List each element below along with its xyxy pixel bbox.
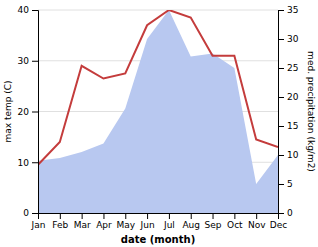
tick-label: 40 xyxy=(18,5,30,15)
tick: Nov xyxy=(248,213,266,230)
tick-label: 0 xyxy=(287,208,293,218)
tick: Jul xyxy=(163,213,175,230)
grid xyxy=(38,10,278,213)
tick-label: 5 xyxy=(287,179,293,189)
tick-label: Jun xyxy=(140,220,155,230)
tick: Sep xyxy=(205,213,222,230)
y2-axis-title: med. precipitation (kg/m2) xyxy=(306,51,316,172)
tick: Apr xyxy=(96,213,112,230)
tick-label: Apr xyxy=(96,220,112,230)
tick: 40 xyxy=(18,5,38,15)
tick: 0 xyxy=(23,208,38,218)
tick: 0 xyxy=(278,208,293,218)
tick: 30 xyxy=(278,34,299,44)
temperature-line xyxy=(38,10,278,165)
tick: 15 xyxy=(278,121,298,131)
tick-label: 0 xyxy=(23,208,29,218)
tick-label: Aug xyxy=(182,220,200,230)
tick: Jan xyxy=(31,213,46,230)
tick-label: Mar xyxy=(74,220,91,230)
axis-line xyxy=(279,11,285,214)
tick-mark xyxy=(125,213,126,219)
tick-mark xyxy=(278,10,284,11)
tick-mark xyxy=(278,68,284,69)
axis-line xyxy=(32,11,39,214)
tick: 20 xyxy=(278,92,299,102)
tick-mark xyxy=(278,184,284,185)
tick: 30 xyxy=(18,56,38,66)
chart: JanFebMarAprMayJunJulAugSepOctNovDec0102… xyxy=(0,0,318,247)
tick-mark xyxy=(60,213,61,219)
tick-mark xyxy=(32,61,38,62)
tick-mark xyxy=(103,213,104,219)
tick: Oct xyxy=(227,213,243,230)
tick-label: 25 xyxy=(287,63,298,73)
tick-mark xyxy=(256,213,257,219)
y-axis-title: max temp (C) xyxy=(3,80,13,142)
tick-mark xyxy=(32,10,38,11)
tick-mark xyxy=(191,213,192,219)
tick: 10 xyxy=(18,158,38,168)
tick: 5 xyxy=(278,179,293,189)
tick: 25 xyxy=(278,63,298,73)
tick-label: Dec xyxy=(270,220,287,230)
tick-label: 30 xyxy=(18,56,30,66)
tick-mark xyxy=(147,213,148,219)
tick-label: 30 xyxy=(287,34,299,44)
y-axis: 0 10 20 30 40 xyxy=(18,5,39,218)
tick-label: 15 xyxy=(287,121,298,131)
tick-label: Nov xyxy=(248,220,266,230)
tick-label: May xyxy=(116,220,135,230)
tick-mark xyxy=(278,155,284,156)
precipitation-area xyxy=(38,10,278,213)
tick-mark xyxy=(213,213,214,219)
marks xyxy=(38,10,278,213)
y2-axis: 0 5 10 15 20 25 30 35 xyxy=(278,5,299,218)
tick-mark xyxy=(278,39,284,40)
tick: May xyxy=(116,213,135,230)
tick-label: Sep xyxy=(205,220,222,230)
tick-mark xyxy=(278,213,284,214)
tick-label: 10 xyxy=(287,150,299,160)
tick-mark xyxy=(32,213,38,214)
tick-mark xyxy=(278,97,284,98)
tick: Feb xyxy=(52,213,68,230)
tick: Dec xyxy=(270,213,287,230)
tick-label: 10 xyxy=(18,158,30,168)
tick-label: 20 xyxy=(18,107,30,117)
tick: 10 xyxy=(278,150,299,160)
plot: JanFebMarAprMayJunJulAugSepOctNovDec0102… xyxy=(3,5,316,245)
tick-mark xyxy=(169,213,170,219)
tick-label: Jan xyxy=(31,220,46,230)
tick: 35 xyxy=(278,5,298,15)
tick-mark xyxy=(234,213,235,219)
tick-label: 35 xyxy=(287,5,298,15)
tick: Mar xyxy=(74,213,91,230)
tick-label: 20 xyxy=(287,92,299,102)
tick: Aug xyxy=(182,213,200,230)
tick-label: Feb xyxy=(52,220,68,230)
tick-mark xyxy=(32,112,38,113)
tick: Jun xyxy=(140,213,155,230)
x-axis: Jan Feb Mar Apr May Jun Jul Aug Sep Oct Nov Dec xyxy=(31,213,288,230)
tick-mark xyxy=(32,162,38,163)
tick-label: Oct xyxy=(227,220,243,230)
x-axis-title: date (month) xyxy=(121,234,195,245)
tick-mark xyxy=(278,126,284,127)
tick-mark xyxy=(82,213,83,219)
axis-line xyxy=(39,214,279,220)
tick: 20 xyxy=(18,107,38,117)
grid-line xyxy=(38,10,278,11)
tick-label: Jul xyxy=(163,220,175,230)
